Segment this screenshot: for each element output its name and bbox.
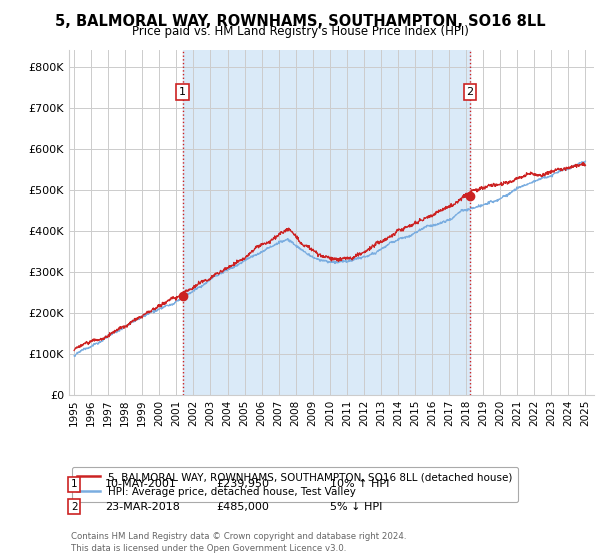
Text: 2: 2 xyxy=(71,502,77,512)
Text: £485,000: £485,000 xyxy=(216,502,269,512)
Bar xyxy=(182,50,470,395)
Text: Price paid vs. HM Land Registry's House Price Index (HPI): Price paid vs. HM Land Registry's House … xyxy=(131,25,469,38)
Text: 1: 1 xyxy=(179,87,186,97)
Text: 23-MAR-2018: 23-MAR-2018 xyxy=(105,502,180,512)
Legend: 5, BALMORAL WAY, ROWNHAMS, SOUTHAMPTON, SO16 8LL (detached house), HPI: Average : 5, BALMORAL WAY, ROWNHAMS, SOUTHAMPTON, … xyxy=(71,467,518,502)
Text: 10-MAY-2001: 10-MAY-2001 xyxy=(105,479,177,489)
Text: 2: 2 xyxy=(467,87,473,97)
Text: Contains HM Land Registry data © Crown copyright and database right 2024.
This d: Contains HM Land Registry data © Crown c… xyxy=(71,533,406,553)
Text: 10% ↑ HPI: 10% ↑ HPI xyxy=(330,479,389,489)
Text: £239,950: £239,950 xyxy=(216,479,269,489)
Text: 1: 1 xyxy=(71,479,77,489)
Text: 5% ↓ HPI: 5% ↓ HPI xyxy=(330,502,382,512)
Text: 5, BALMORAL WAY, ROWNHAMS, SOUTHAMPTON, SO16 8LL: 5, BALMORAL WAY, ROWNHAMS, SOUTHAMPTON, … xyxy=(55,14,545,29)
